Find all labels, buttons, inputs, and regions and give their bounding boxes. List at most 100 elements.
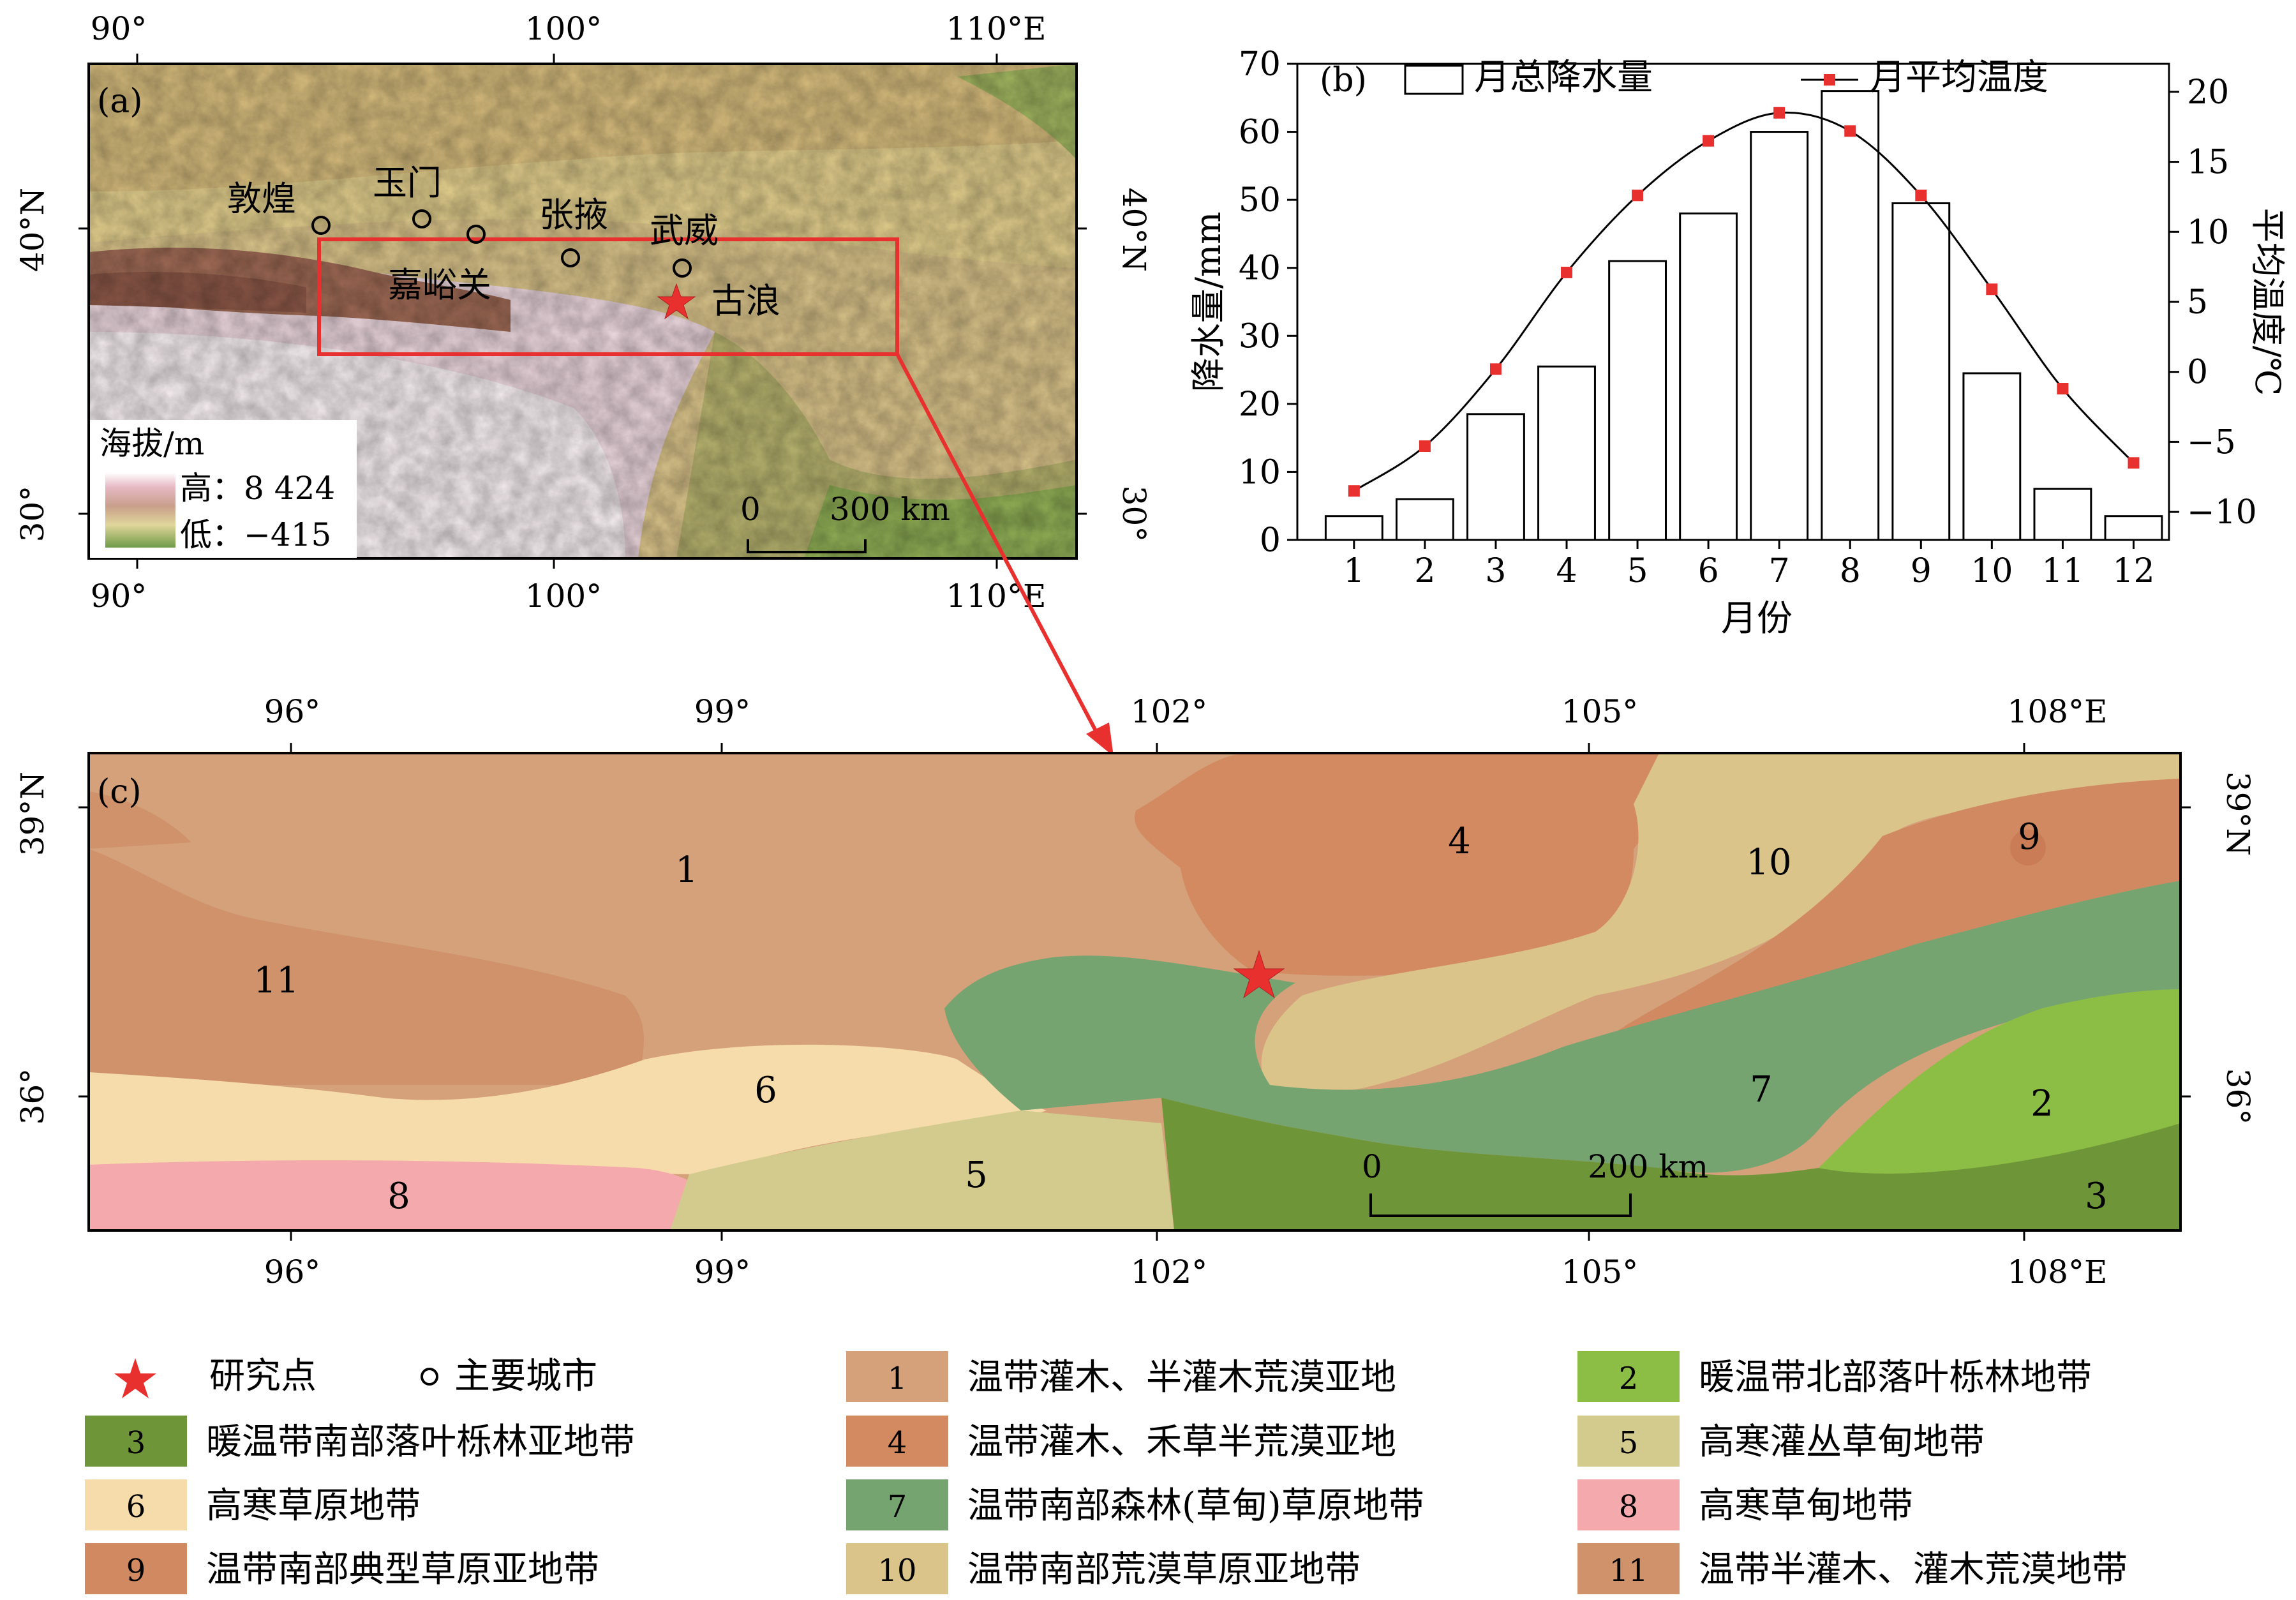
zone-9-patch	[2010, 830, 2046, 865]
legend-swatch-number: 9	[126, 1553, 146, 1589]
right-tick-label: 20	[2187, 73, 2229, 112]
zone-label: 4	[1448, 821, 1471, 862]
city-label-yumen: 玉门	[373, 163, 442, 203]
scalebar	[1369, 1193, 1632, 1217]
legend-swatch-zone-3	[85, 1416, 187, 1467]
top-lon-tick: 105°	[1562, 693, 1638, 730]
legend-swatch-zone-2	[1577, 1351, 1680, 1402]
zone-3	[1161, 1098, 2180, 1230]
bottom-lon-tick: 108°E	[2008, 1253, 2108, 1290]
temperature-line	[1348, 107, 2140, 497]
legend-zone-label: 高寒草甸地带	[1699, 1485, 1913, 1527]
legend-swatch-zone-5	[1577, 1416, 1680, 1467]
x-tick-label: 1	[1343, 552, 1364, 590]
legend-main-city-label: 主要城市	[454, 1356, 597, 1397]
zone-2	[1819, 989, 2180, 1181]
legend-swatch-number: 7	[888, 1489, 907, 1525]
legend-swatch-number: 10	[877, 1553, 916, 1589]
bottom-lon-tick: 96°	[264, 1253, 321, 1290]
legend-swatch-number: 11	[1609, 1553, 1648, 1589]
panel-label: (c)	[97, 773, 142, 811]
study-site-star	[657, 283, 696, 320]
legend-zone-label: 温带南部典型草原亚地带	[206, 1549, 599, 1590]
legend-swatch-zone-1	[846, 1351, 948, 1402]
left-tick-label: 60	[1239, 114, 1281, 152]
zone-6	[89, 1044, 1047, 1174]
zone-label: 1	[675, 849, 698, 891]
right-lat-tick: 30°	[1115, 486, 1152, 542]
legend-label-precip: 月总降水量	[1474, 57, 1653, 98]
legend-label-temp: 月平均温度	[1870, 57, 2048, 98]
study-site-label: 古浪	[712, 281, 780, 321]
zone-label: 10	[1746, 842, 1791, 883]
precip-bar	[1537, 365, 1596, 541]
legend-zone-label: 高寒草原地带	[206, 1485, 421, 1527]
x-tick-label: 2	[1414, 552, 1435, 590]
bottom-lon-tick: 99°	[694, 1253, 751, 1290]
top-lon-tick: 110°E	[946, 10, 1047, 47]
y-axis-left-label: 降水量/mm	[1188, 212, 1228, 393]
scalebar	[747, 539, 867, 553]
precip-bar	[1750, 131, 1809, 541]
bottom-lon-tick: 90°	[91, 578, 147, 615]
zone-label: 8	[387, 1176, 410, 1217]
temperature-point	[1703, 135, 1715, 147]
left-tick-label: 70	[1239, 45, 1281, 84]
legend-swatch-number: 3	[126, 1425, 146, 1461]
scalebar-zero: 0	[1362, 1148, 1382, 1185]
right-tick-label: 15	[2187, 144, 2229, 182]
legend-zone-label: 温带灌木、禾草半荒漠亚地	[967, 1421, 1396, 1463]
precip-bar	[2104, 515, 2163, 541]
top-lon-tick: 108°E	[2008, 693, 2108, 730]
precip-bar	[1466, 413, 1525, 541]
left-lat-tick: 36°	[14, 1068, 51, 1125]
top-lon-tick: 96°	[264, 693, 321, 730]
legend-marker-temp	[1824, 74, 1835, 86]
legend-swatch-number: 2	[1619, 1361, 1639, 1396]
zone-label: 3	[2085, 1176, 2108, 1217]
city-label-zhangye: 张掖	[539, 195, 608, 235]
legend-swatch-zone-7	[846, 1479, 948, 1530]
legend-swatch-number: 4	[888, 1425, 907, 1461]
legend-swatch-zone-10	[846, 1543, 948, 1594]
x-tick-label: 12	[2112, 552, 2154, 590]
temperature-point	[1915, 190, 1927, 202]
legend-swatch-zone-9	[85, 1543, 187, 1594]
bottom-lon-tick: 102°	[1131, 1253, 1207, 1290]
right-tick-label: 5	[2187, 283, 2208, 322]
left-lat-tick: 39°N	[14, 772, 51, 856]
zone-label: 7	[1750, 1069, 1773, 1110]
temperature-point	[2057, 383, 2069, 395]
legend-swatch-zone-4	[846, 1416, 948, 1467]
legend-swatch-zone-11	[1577, 1543, 1680, 1594]
legend-swatch-zone-8	[1577, 1479, 1680, 1530]
precip-bar	[2033, 488, 2092, 541]
city-marker	[466, 225, 486, 244]
precip-bar	[1395, 498, 1454, 541]
legend-zone-label: 温带南部森林(草甸)草原地带	[967, 1485, 1424, 1527]
panel-label: (b)	[1320, 61, 1367, 100]
precipitation-bars	[1324, 90, 2163, 541]
study-site-star	[1233, 950, 1285, 999]
left-tick-label: 20	[1239, 385, 1281, 424]
legend-zone-label: 暖温带北部落叶栎林地带	[1699, 1357, 2092, 1398]
zone-5	[670, 1110, 1174, 1230]
legend-zone-label: 高寒灌丛草甸地带	[1699, 1421, 1985, 1463]
top-lon-tick: 102°	[1131, 693, 1207, 730]
scalebar-end: 300 km	[830, 491, 950, 528]
legend-swatch-number: 5	[1619, 1425, 1639, 1461]
legend-swatch-number: 1	[888, 1361, 907, 1396]
x-tick-label: 3	[1485, 552, 1506, 590]
top-lon-tick: 90°	[91, 10, 147, 47]
temperature-point	[1773, 107, 1785, 119]
zone-10	[1261, 753, 2180, 1098]
right-lat-tick: 36°	[2219, 1068, 2256, 1125]
x-tick-label: 10	[1971, 552, 2013, 590]
city-marker	[561, 248, 580, 267]
left-axis-ticks: 0 10 20 30 40 50 60 70	[1239, 45, 1297, 560]
zone-label: 11	[253, 960, 299, 1001]
elevation-legend-low: 低：−415	[180, 516, 331, 553]
legend-swatch-number: 8	[1619, 1489, 1639, 1525]
temperature-point	[1632, 190, 1644, 202]
